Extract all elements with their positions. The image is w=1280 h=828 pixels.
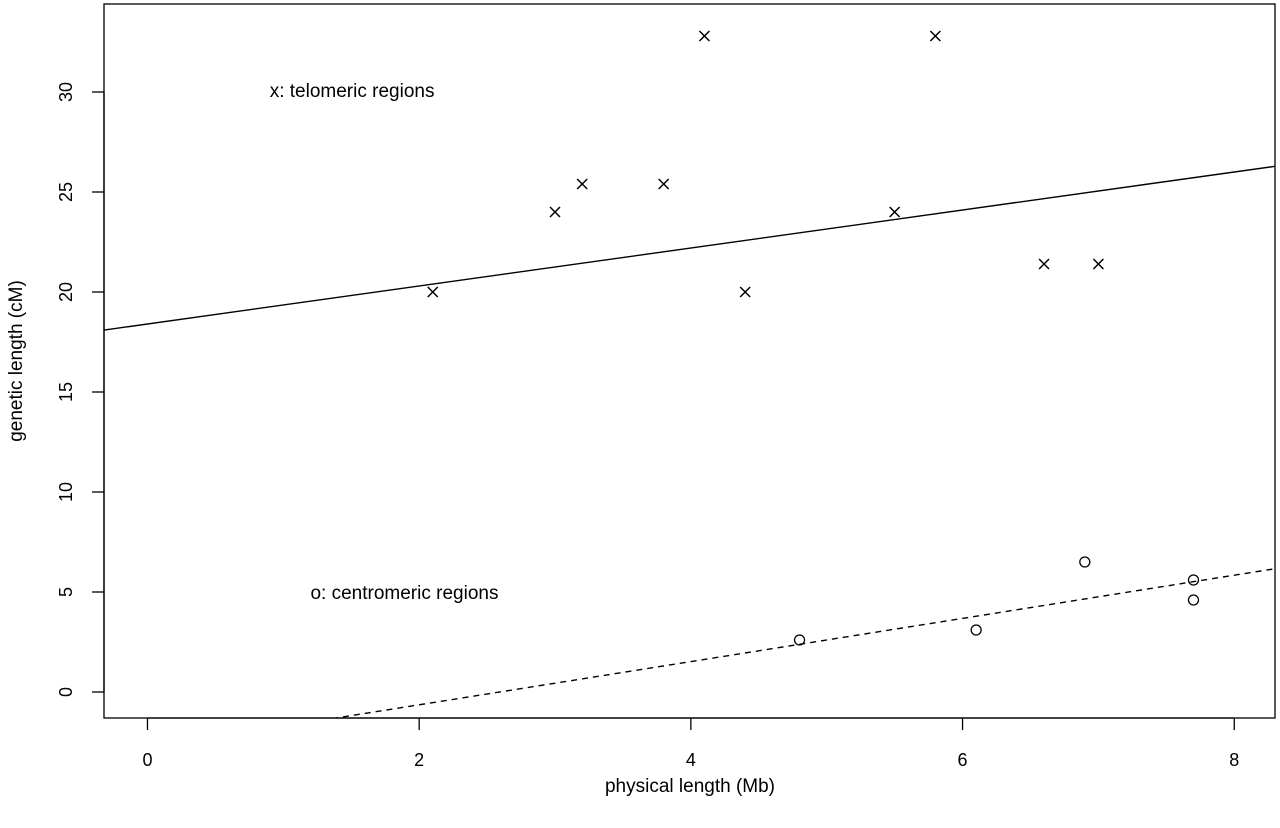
x-marker-stroke (658, 178, 670, 190)
x-marker-stroke (549, 206, 561, 218)
y-tick-label: 10 (56, 482, 76, 502)
x-marker-stroke (929, 30, 941, 42)
telomeric-point (549, 206, 561, 218)
y-axis: 0 5 10 15 20 25 30 (56, 82, 105, 697)
y-tick-label: 25 (56, 182, 76, 202)
y-tick-label: 5 (56, 587, 76, 597)
y-tick-label: 15 (56, 382, 76, 402)
centromeric-fit-line (331, 568, 1275, 718)
x-marker-stroke (427, 286, 439, 298)
telomeric-point (1038, 258, 1050, 270)
telomeric-point (739, 286, 751, 298)
centromeric-point (1187, 594, 1200, 606)
y-axis-title: genetic length (cM) (6, 280, 27, 442)
telomeric-point (427, 286, 439, 298)
telomeric-point (889, 206, 901, 218)
x-axis: 0 2 4 6 8 (142, 717, 1239, 770)
x-marker-stroke (576, 178, 588, 190)
x-tick-label: 0 (142, 750, 152, 770)
plot-box (103, 3, 1276, 719)
x-axis-title: physical length (Mb) (605, 776, 775, 797)
fit-lines (104, 165, 1275, 718)
x-marker-stroke (1038, 258, 1050, 270)
centromeric-point (793, 634, 806, 646)
x-marker-stroke (698, 30, 710, 42)
data-points (427, 30, 1200, 646)
x-marker-stroke (1092, 258, 1104, 270)
y-tick-label: 20 (56, 282, 76, 302)
x-tick-label: 2 (414, 750, 424, 770)
x-tick-label: 4 (686, 750, 696, 770)
annotation-label: x: telomeric regions (270, 81, 435, 102)
x-tick-label: 6 (958, 750, 968, 770)
annotation-label: o: centromeric regions (310, 583, 498, 604)
telomeric-point (929, 30, 941, 42)
x-tick-label: 8 (1229, 750, 1239, 770)
telomeric-point (698, 30, 710, 42)
telomeric-fit-line (104, 165, 1275, 331)
telomeric-point (576, 178, 588, 190)
centromeric-point (970, 624, 982, 636)
y-tick-label: 0 (56, 687, 76, 697)
telomeric-point (1092, 258, 1104, 270)
x-marker-stroke (739, 286, 751, 298)
telomeric-point (658, 178, 670, 190)
y-tick-label: 30 (56, 82, 76, 102)
x-marker-stroke (889, 206, 901, 218)
centromeric-point (1187, 574, 1200, 586)
centromeric-point (1079, 556, 1091, 568)
annotations: x: telomeric regions o: centromeric regio… (270, 81, 499, 604)
